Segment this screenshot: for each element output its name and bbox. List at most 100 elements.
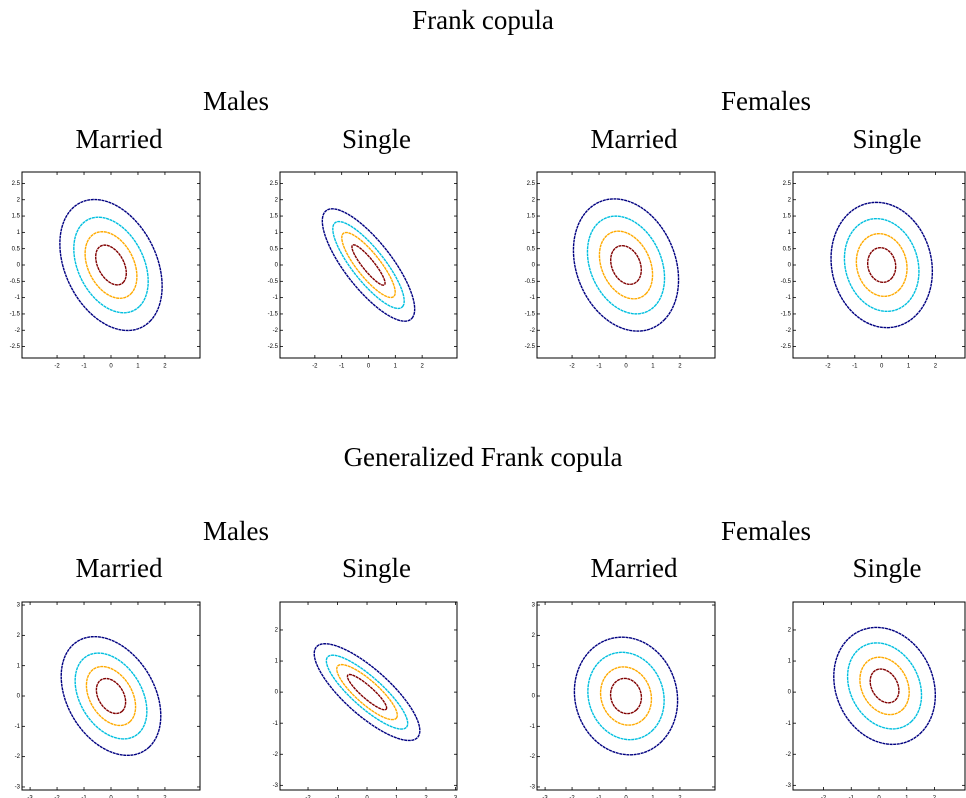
y-tick-label: -2.5: [268, 344, 279, 350]
y-tick-label: -1: [273, 295, 279, 301]
group-title: Males: [203, 516, 269, 546]
plot-frame: [21, 601, 201, 791]
y-tick-label: -1.5: [525, 312, 536, 318]
panel-title: Single: [852, 553, 921, 583]
y-tick-label: -1: [15, 295, 21, 301]
y-tick-label: 0: [532, 263, 536, 269]
contour-line: [336, 663, 398, 721]
contour-line: [869, 668, 900, 704]
y-tick-label: -2: [786, 752, 792, 758]
contour-line: [598, 230, 654, 300]
x-tick-label: 2: [163, 796, 167, 798]
contour-line: [610, 244, 642, 286]
y-tick-label: -2: [15, 328, 21, 334]
plot-frame: [279, 601, 458, 791]
contour-line: [859, 656, 910, 716]
x-tick-label: -1: [339, 364, 345, 370]
contour-line: [586, 215, 666, 315]
contour-line: [346, 673, 388, 711]
y-tick-label: 2: [17, 197, 21, 203]
y-tick-label: 0: [788, 263, 792, 269]
x-tick-label: 1: [905, 796, 909, 798]
x-tick-label: -1: [849, 796, 855, 798]
x-tick-label: 1: [651, 796, 655, 798]
x-tick-label: 2: [678, 796, 682, 798]
plot-frame: [792, 601, 966, 791]
y-tick-label: 1: [532, 230, 536, 236]
x-tick-label: 0: [877, 796, 881, 798]
plot-frame: [536, 601, 716, 791]
y-tick-label: 2: [532, 633, 536, 639]
contour-line: [351, 244, 386, 286]
contour-line: [95, 244, 127, 286]
x-tick-label: 1: [907, 364, 911, 370]
contour-line: [325, 654, 409, 730]
y-tick-label: 1.5: [783, 214, 792, 220]
contour-line: [833, 626, 937, 746]
contour-line: [95, 677, 127, 715]
y-tick-label: -3: [15, 785, 21, 791]
y-tick-label: -2: [786, 328, 792, 334]
y-tick-label: 1: [17, 230, 21, 236]
y-tick-label: 1.5: [12, 214, 21, 220]
panel-title: Married: [76, 124, 163, 154]
x-tick-label: 2: [420, 364, 424, 370]
y-tick-label: 0.5: [12, 246, 21, 252]
contour-line: [866, 247, 897, 283]
panel-title: Single: [342, 553, 411, 583]
y-tick-label: 2.5: [12, 181, 21, 187]
y-tick-label: 2.5: [270, 181, 279, 187]
x-tick-label: 2: [934, 364, 938, 370]
x-tick-label: 0: [109, 364, 113, 370]
x-tick-label: 0: [109, 796, 113, 798]
y-tick-label: 2: [788, 197, 792, 203]
y-tick-label: 2.5: [527, 181, 536, 187]
y-tick-label: 3: [532, 603, 536, 609]
x-tick-label: 2: [933, 796, 937, 798]
x-tick-label: 0: [367, 364, 371, 370]
y-tick-label: 1.5: [527, 214, 536, 220]
figure-title: Frank copula: [412, 5, 554, 35]
y-tick-label: -2: [273, 752, 279, 758]
y-tick-label: 1.5: [270, 214, 279, 220]
y-tick-label: 1: [275, 659, 279, 665]
y-tick-label: 0: [532, 694, 536, 700]
y-tick-label: 2: [532, 197, 536, 203]
x-tick-label: -1: [852, 364, 858, 370]
y-tick-label: 2: [275, 197, 279, 203]
y-tick-label: -2.5: [525, 344, 536, 350]
y-tick-label: 1: [788, 659, 792, 665]
y-tick-label: -3: [530, 785, 536, 791]
contour-line: [830, 201, 934, 329]
x-tick-label: -2: [825, 364, 831, 370]
x-tick-label: 1: [395, 796, 399, 798]
y-tick-label: -0.5: [10, 279, 21, 285]
x-tick-label: 1: [136, 796, 140, 798]
y-tick-label: 2.5: [783, 181, 792, 187]
x-tick-label: -1: [596, 796, 602, 798]
y-tick-label: -1.5: [268, 312, 279, 318]
panel-title: Single: [342, 124, 411, 154]
y-tick-label: 2: [17, 633, 21, 639]
y-tick-label: 1: [788, 230, 792, 236]
x-tick-label: -2: [54, 364, 60, 370]
panel-title: Married: [591, 124, 678, 154]
y-tick-label: -0.5: [525, 279, 536, 285]
contour-line: [85, 665, 137, 727]
contour-line: [84, 231, 138, 299]
x-tick-label: 0: [624, 364, 628, 370]
contour-line: [846, 642, 923, 730]
plot-frame: [792, 171, 966, 359]
contour-line: [60, 635, 162, 757]
x-tick-label: -3: [542, 796, 548, 798]
panel-title: Single: [852, 124, 921, 154]
y-tick-label: -1: [273, 721, 279, 727]
y-tick-label: -0.5: [268, 279, 279, 285]
y-tick-label: 0: [17, 263, 21, 269]
x-tick-label: -2: [305, 796, 311, 798]
x-tick-label: 0: [624, 796, 628, 798]
x-tick-label: -2: [569, 796, 575, 798]
y-tick-label: 1: [532, 663, 536, 669]
x-tick-label: -2: [569, 364, 575, 370]
plot-frame: [279, 171, 458, 359]
